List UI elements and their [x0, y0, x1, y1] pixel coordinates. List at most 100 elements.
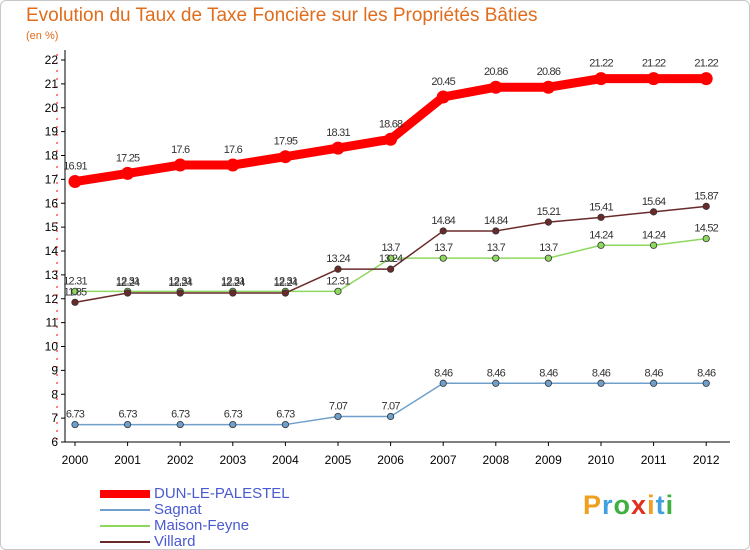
data-point — [386, 265, 395, 273]
data-label: 17.6 — [224, 144, 243, 156]
data-point — [439, 227, 447, 235]
data-label: 20.45 — [431, 76, 455, 88]
data-label: 14.84 — [431, 215, 455, 227]
data-label: 15.21 — [537, 206, 561, 218]
data-label: 13.7 — [487, 242, 506, 254]
data-label: 6.73 — [66, 409, 85, 421]
data-label: 21.22 — [642, 58, 666, 70]
data-label: 12.31 — [116, 275, 140, 287]
data-label: 12.31 — [221, 275, 245, 287]
data-label: 12.24 — [116, 277, 140, 289]
data-point — [176, 289, 184, 297]
logo-letter: x — [631, 490, 648, 520]
x-tick-label: 2001 — [114, 453, 141, 467]
data-label: 6.73 — [224, 409, 243, 421]
data-point — [436, 90, 450, 104]
data-label: 13.7 — [539, 242, 558, 254]
data-label: 8.46 — [539, 367, 558, 379]
data-point — [597, 213, 605, 221]
x-tick-label: 2004 — [272, 453, 299, 467]
y-tick-label: 16 — [45, 196, 59, 210]
logo-letter: o — [613, 490, 632, 520]
data-point — [229, 289, 237, 297]
x-tick-label: 2005 — [325, 453, 352, 467]
data-label: 7.07 — [329, 400, 348, 412]
legend-swatch-maison-feyne — [100, 525, 150, 527]
y-tick-label: 20 — [45, 101, 59, 115]
logo-letter: i — [647, 490, 656, 520]
data-label: 17.25 — [116, 152, 140, 164]
data-label: 8.46 — [644, 367, 663, 379]
y-tick-label: 18 — [45, 149, 59, 163]
x-tick-label: 2008 — [482, 453, 509, 467]
data-label: 12.24 — [274, 277, 298, 289]
data-point — [597, 379, 605, 387]
data-label: 12.31 — [274, 275, 298, 287]
data-label: 12.24 — [221, 277, 245, 289]
data-point — [386, 412, 395, 421]
logo-letter: i — [665, 490, 675, 520]
x-tick-label: 2002 — [167, 453, 194, 467]
data-label: 16.91 — [63, 161, 87, 173]
data-point — [702, 202, 710, 210]
data-point — [649, 208, 658, 216]
y-tick-label: 10 — [45, 340, 59, 354]
data-point — [439, 254, 447, 262]
y-tick-label: 12 — [45, 292, 59, 306]
data-label: 14.84 — [484, 215, 508, 227]
y-tick-label: 13 — [45, 268, 59, 282]
data-label: 13.24 — [379, 253, 403, 265]
y-tick-label: 19 — [45, 125, 59, 139]
y-tick-label: 9 — [51, 363, 58, 377]
data-point — [331, 141, 345, 155]
data-point — [544, 379, 553, 387]
data-point — [124, 420, 132, 429]
data-label: 8.46 — [697, 367, 716, 379]
data-label: 20.86 — [537, 66, 561, 78]
data-label: 13.24 — [326, 253, 350, 265]
data-point — [71, 287, 79, 295]
data-label: 11.85 — [64, 286, 87, 298]
data-point — [647, 72, 661, 86]
proxiti-logo: Proxiti — [583, 490, 674, 521]
data-point — [229, 420, 237, 429]
data-label: 6.73 — [118, 409, 137, 421]
x-tick-label: 2010 — [588, 453, 615, 467]
data-point — [334, 287, 342, 295]
data-label: 14.24 — [589, 229, 613, 241]
data-label: 14.24 — [642, 229, 666, 241]
y-tick-label: 21 — [45, 77, 59, 91]
data-point — [121, 166, 135, 180]
data-point — [544, 254, 553, 262]
y-tick-label: 8 — [51, 387, 58, 401]
data-label: 21.22 — [694, 58, 718, 70]
y-tick-label: 7 — [51, 411, 58, 425]
y-tick-label: 6 — [51, 435, 58, 449]
data-label: 21.22 — [589, 58, 613, 70]
data-label: 12.31 — [168, 275, 192, 287]
x-tick-label: 2009 — [535, 453, 562, 467]
legend-swatch-villard — [100, 541, 150, 543]
data-label: 8.46 — [592, 367, 611, 379]
data-point — [281, 420, 289, 429]
data-label: 15.41 — [589, 201, 613, 213]
data-label: 12.31 — [326, 275, 350, 287]
legend-label: Sagnat — [154, 501, 202, 518]
data-label: 18.68 — [379, 118, 403, 130]
data-point — [124, 289, 132, 297]
legend-label: DUN-LE-PALESTEL — [154, 485, 290, 502]
data-point — [492, 227, 500, 235]
data-label: 13.7 — [434, 242, 453, 254]
data-point — [492, 379, 500, 387]
legend-swatch-dun-le-palestel — [100, 490, 150, 498]
y-tick-label: 22 — [45, 53, 59, 67]
data-label: 12.31 — [63, 275, 87, 287]
x-tick-label: 2003 — [219, 453, 246, 467]
data-point — [439, 379, 447, 387]
legend-label: Villard — [154, 533, 196, 550]
data-point — [597, 241, 605, 249]
data-point — [541, 80, 555, 94]
data-label: 12.24 — [168, 277, 192, 289]
data-point — [699, 72, 713, 86]
